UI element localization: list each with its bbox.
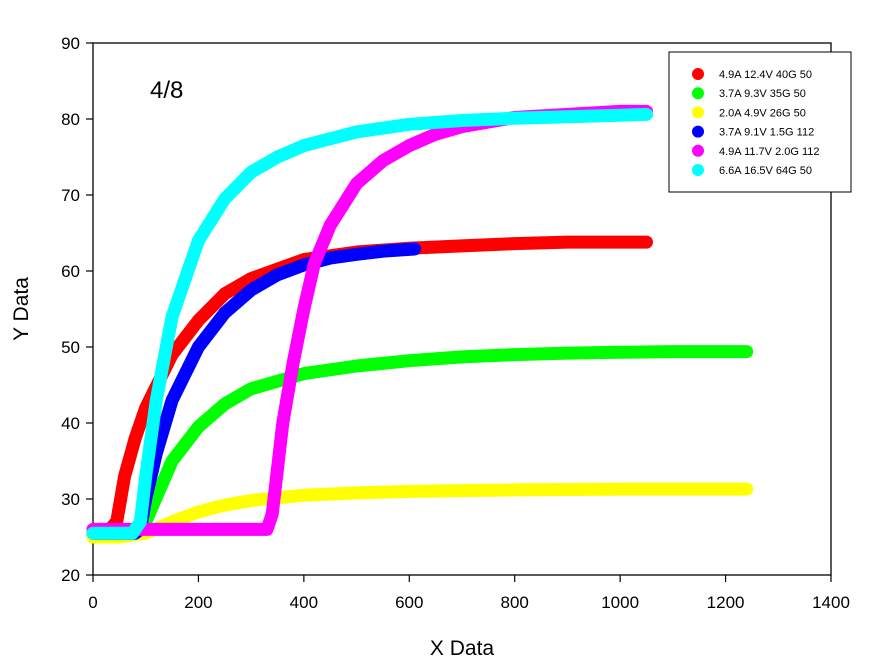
legend-label: 6.6A 16.5V 64G 50 (719, 165, 812, 177)
y-tick-label: 60 (61, 262, 80, 281)
x-axis: 0 200 400 600 800 1000 1200 1400 (88, 575, 850, 612)
legend-label: 2.0A 4.9V 26G 50 (719, 107, 806, 119)
y-tick-label: 80 (61, 110, 80, 129)
legend-marker (692, 125, 704, 138)
legend-marker (692, 144, 704, 157)
legend-marker (692, 87, 704, 100)
series-layer (86, 104, 754, 544)
legend-label: 4.9A 12.4V 40G 50 (719, 69, 812, 81)
x-tick-label: 1000 (601, 593, 639, 612)
chart-annotation: 4/8 (150, 77, 183, 104)
legend-marker (692, 164, 704, 176)
y-tick-label: 40 (61, 414, 80, 433)
legend-marker (692, 106, 704, 119)
x-tick-label: 200 (184, 593, 212, 612)
legend-label: 3.7A 9.3V 35G 50 (719, 88, 806, 100)
x-tick-label: 800 (501, 593, 529, 612)
plot-area-frame (92, 42, 832, 576)
legend: 4.9A 12.4V 40G 50 3.7A 9.3V 35G 50 2.0A 4.… (668, 51, 852, 193)
legend-marker (692, 68, 704, 80)
x-tick-label: 400 (290, 593, 318, 612)
x-tick-label: 1200 (707, 593, 745, 612)
legend-label: 3.7A 9.1V 1.5G 112 (719, 127, 814, 139)
x-axis-title: X Data (430, 637, 495, 660)
y-tick-label: 20 (61, 566, 80, 585)
y-axis: 20 30 40 50 60 70 80 90 (61, 34, 93, 585)
series-line-1 (86, 235, 653, 540)
series-line-2 (86, 345, 754, 540)
x-tick-label: 0 (88, 593, 97, 612)
y-axis-title: Y Data (10, 277, 33, 341)
y-tick-label: 70 (61, 186, 80, 205)
legend-label: 4.9A 11.7V 2.0G 112 (719, 146, 820, 158)
y-tick-label: 90 (61, 34, 80, 53)
x-tick-label: 600 (395, 593, 423, 612)
y-tick-label: 30 (61, 490, 80, 509)
y-tick-label: 50 (61, 338, 80, 357)
x-tick-label: 1400 (812, 593, 850, 612)
series-line-6 (86, 107, 653, 540)
